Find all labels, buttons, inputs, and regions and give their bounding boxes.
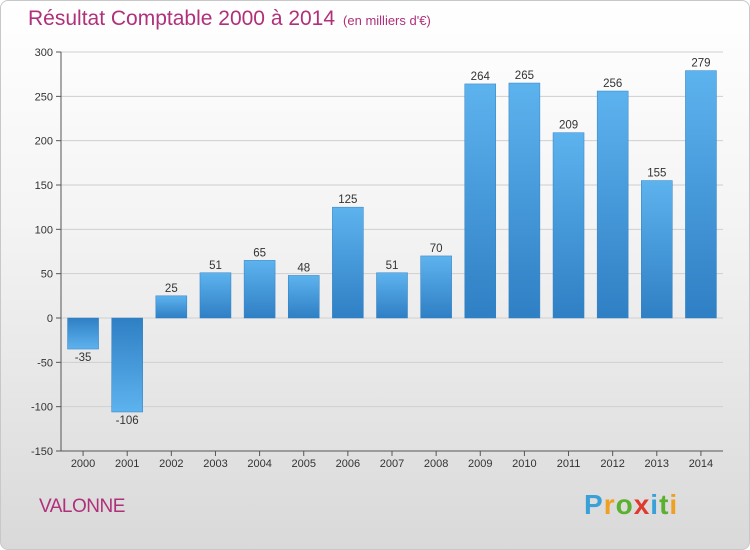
- x-tick-label: 2006: [336, 458, 360, 470]
- bar: [376, 272, 408, 319]
- bar: [67, 317, 99, 350]
- y-tick-label: -150: [31, 446, 53, 458]
- y-tick-label: -100: [31, 402, 53, 414]
- data-label: 51: [386, 260, 399, 272]
- y-tick-label: 0: [47, 313, 53, 325]
- y-tick-label: 100: [35, 224, 53, 236]
- x-tick-label: 2003: [203, 458, 227, 470]
- data-label: -35: [75, 352, 92, 364]
- bar: [243, 260, 276, 319]
- y-tick-label: 150: [35, 180, 53, 192]
- x-tick-label: 2004: [247, 458, 271, 470]
- x-tick-label: 2001: [115, 458, 139, 470]
- x-tick-label: 2012: [600, 458, 624, 470]
- bar: [111, 317, 143, 413]
- x-tick-label: 2013: [645, 458, 669, 470]
- data-label: 155: [647, 168, 666, 180]
- x-tick-label: 2009: [468, 458, 492, 470]
- bar: [552, 132, 585, 319]
- commune-name: VALONNE: [39, 496, 125, 517]
- data-label: 70: [430, 243, 443, 255]
- bar: [464, 83, 497, 319]
- bar: [596, 90, 629, 319]
- x-tick-label: 2008: [424, 458, 448, 470]
- y-tick-label: 50: [41, 269, 53, 281]
- bars: [67, 70, 717, 413]
- data-label: 65: [253, 247, 266, 259]
- y-tick-label: 250: [35, 91, 53, 103]
- data-label: 125: [338, 194, 357, 206]
- bar: [155, 295, 188, 319]
- y-tick-label: 300: [35, 47, 53, 59]
- proxiti-logo: Proxiti: [584, 489, 678, 521]
- data-label: 264: [471, 71, 491, 83]
- bar: [508, 82, 541, 319]
- bar: [420, 255, 452, 319]
- logo-letter: x: [633, 489, 651, 520]
- axes: [56, 51, 723, 456]
- data-label: 25: [165, 283, 178, 295]
- logo-letter: i: [669, 489, 679, 520]
- labels: -150 -100 -50 0 50 100 150 200 250 300 2000 -35 2001…: [31, 47, 713, 470]
- x-tick-label: 2000: [71, 458, 95, 470]
- data-label: 279: [691, 58, 710, 70]
- x-tick-label: 2002: [159, 458, 183, 470]
- logo-letter: r: [603, 489, 616, 520]
- x-tick-label: 2005: [291, 458, 315, 470]
- data-label: 48: [297, 262, 310, 274]
- x-tick-label: 2010: [512, 458, 536, 470]
- bar: [641, 180, 673, 319]
- logo-letter: o: [615, 489, 634, 520]
- bar: [332, 206, 364, 319]
- chart-title: Résultat Comptable 2000 à 2014 (en millie…: [28, 7, 431, 31]
- x-tick-label: 2007: [380, 458, 404, 470]
- data-label: 51: [209, 260, 222, 272]
- data-label: 256: [603, 78, 622, 90]
- bar: [685, 70, 717, 319]
- y-tick-label: 200: [35, 136, 53, 148]
- logo-letter: P: [584, 489, 604, 520]
- data-label: -106: [116, 415, 139, 427]
- chart-title-text: Résultat Comptable 2000 à 2014: [28, 7, 336, 30]
- x-tick-label: 2014: [689, 458, 713, 470]
- y-tick-label: -50: [37, 357, 53, 369]
- bar: [287, 275, 320, 319]
- x-tick-label: 2011: [557, 458, 581, 470]
- data-label: 265: [515, 70, 534, 82]
- data-label: 209: [559, 120, 578, 132]
- bar: [199, 272, 232, 319]
- logo-letter: i: [650, 489, 660, 520]
- logo-letter: t: [659, 489, 670, 520]
- chart-subtitle: (en milliers d'€): [343, 13, 431, 28]
